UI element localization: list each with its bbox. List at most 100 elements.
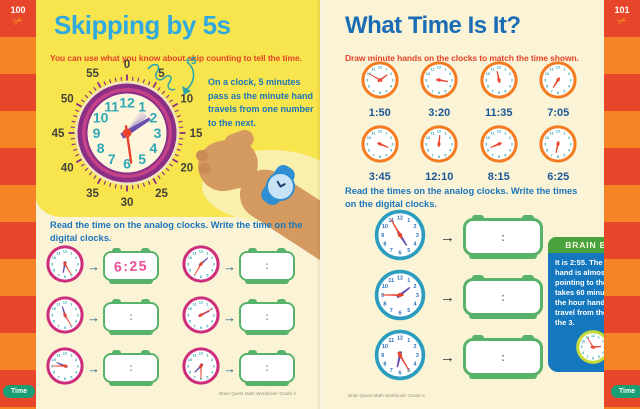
svg-text:1: 1 [206,301,209,306]
draw-minute-hand-item: 1 2 3 4 5 6 7 8 9 10 11 12 11:35 [469,61,529,119]
svg-text:2: 2 [75,255,78,260]
svg-text:6: 6 [438,154,441,159]
svg-text:6: 6 [64,325,67,330]
clock-note-text: On a clock, 5 minutes pass as the minute… [208,77,314,128]
svg-text:7: 7 [551,88,554,93]
svg-text:3: 3 [391,141,394,146]
right-page-number: 101 [614,5,630,15]
svg-text:12: 12 [378,65,383,70]
svg-text:2: 2 [75,357,78,362]
svg-text:8: 8 [383,361,386,367]
arrow-icon: → [440,288,455,306]
svg-text:4: 4 [390,84,393,89]
page-gutter [316,0,323,409]
svg-text:9: 9 [581,346,583,350]
knuckle [199,163,211,174]
svg-text:2: 2 [509,71,512,76]
digital-clock-face: : [463,218,543,256]
svg-text:9: 9 [366,141,369,146]
svg-text:12: 12 [378,129,383,134]
svg-text:12: 12 [63,350,68,355]
svg-text:5: 5 [504,88,507,93]
time-label: 3:45 [368,171,391,183]
svg-text:12: 12 [397,335,403,341]
svg-text:50: 50 [61,94,74,106]
svg-text:55: 55 [86,68,99,80]
svg-text:6: 6 [200,274,203,279]
svg-text:15: 15 [190,128,203,140]
svg-text:10: 10 [188,254,193,259]
svg-text:1: 1 [385,130,388,135]
svg-text:4: 4 [75,369,78,374]
svg-text:10: 10 [382,344,388,350]
svg-text:2: 2 [211,357,214,362]
digital-clock-display: : [239,350,295,386]
svg-text:2: 2 [390,71,393,76]
svg-text:3: 3 [510,141,513,146]
svg-text:11: 11 [193,352,198,357]
svg-text:1: 1 [504,130,507,135]
svg-text:9: 9 [544,77,547,82]
digital-clock-face: : [103,353,159,383]
svg-text:30: 30 [121,197,134,209]
svg-text:6: 6 [498,90,501,95]
svg-text:2: 2 [414,284,417,290]
svg-text:7: 7 [372,152,375,157]
svg-text:10: 10 [52,254,57,259]
svg-text:7: 7 [491,152,494,157]
left-exercise-heading: Read the time on the analog clocks. Writ… [50,220,303,243]
svg-text:3: 3 [416,292,419,298]
svg-text:2: 2 [414,344,417,350]
svg-text:2: 2 [390,135,393,140]
svg-text:1: 1 [407,217,410,223]
digital-clock-face: : [239,251,295,281]
svg-text:9: 9 [187,261,190,266]
draw-minute-hand-item: 1 2 3 4 5 6 7 8 9 10 11 12 7:05 [529,61,589,119]
svg-text:11: 11 [490,66,495,71]
svg-text:10: 10 [367,135,372,140]
svg-text:6: 6 [438,90,441,95]
svg-text:12: 12 [556,129,561,134]
digital-clock-display: : [239,299,295,335]
digital-clock-display: : [463,215,543,259]
svg-text:6: 6 [592,357,594,361]
svg-text:8: 8 [487,84,490,89]
svg-text:10: 10 [486,135,491,140]
left-problems-grid: 123456789101112→6:25123456789101112→:123… [46,244,312,390]
svg-text:4: 4 [509,148,512,153]
digital-clock-face: : [239,353,295,383]
svg-text:1: 1 [564,66,567,71]
svg-text:7: 7 [586,355,588,359]
svg-text:8: 8 [487,148,490,153]
svg-text:7: 7 [194,374,197,379]
svg-text:7: 7 [58,374,61,379]
digital-colon: : [501,230,505,244]
svg-text:9: 9 [366,77,369,82]
brain-box: BRAIN BOX It is 2:55. The hour hand is a… [548,237,604,373]
svg-text:5: 5 [70,272,73,277]
right-footer: Brain Quest Math Workbook: Grade 2 [348,393,425,398]
written-answer: 6:25 [113,257,149,275]
svg-text:3: 3 [451,141,454,146]
svg-text:10: 10 [545,135,550,140]
arrow-icon: → [223,258,236,274]
svg-text:4: 4 [414,361,417,367]
svg-text:12: 12 [63,299,68,304]
svg-text:5: 5 [206,272,209,277]
svg-text:3: 3 [391,77,394,82]
arrow-icon: → [87,258,100,274]
svg-text:12: 12 [199,299,204,304]
